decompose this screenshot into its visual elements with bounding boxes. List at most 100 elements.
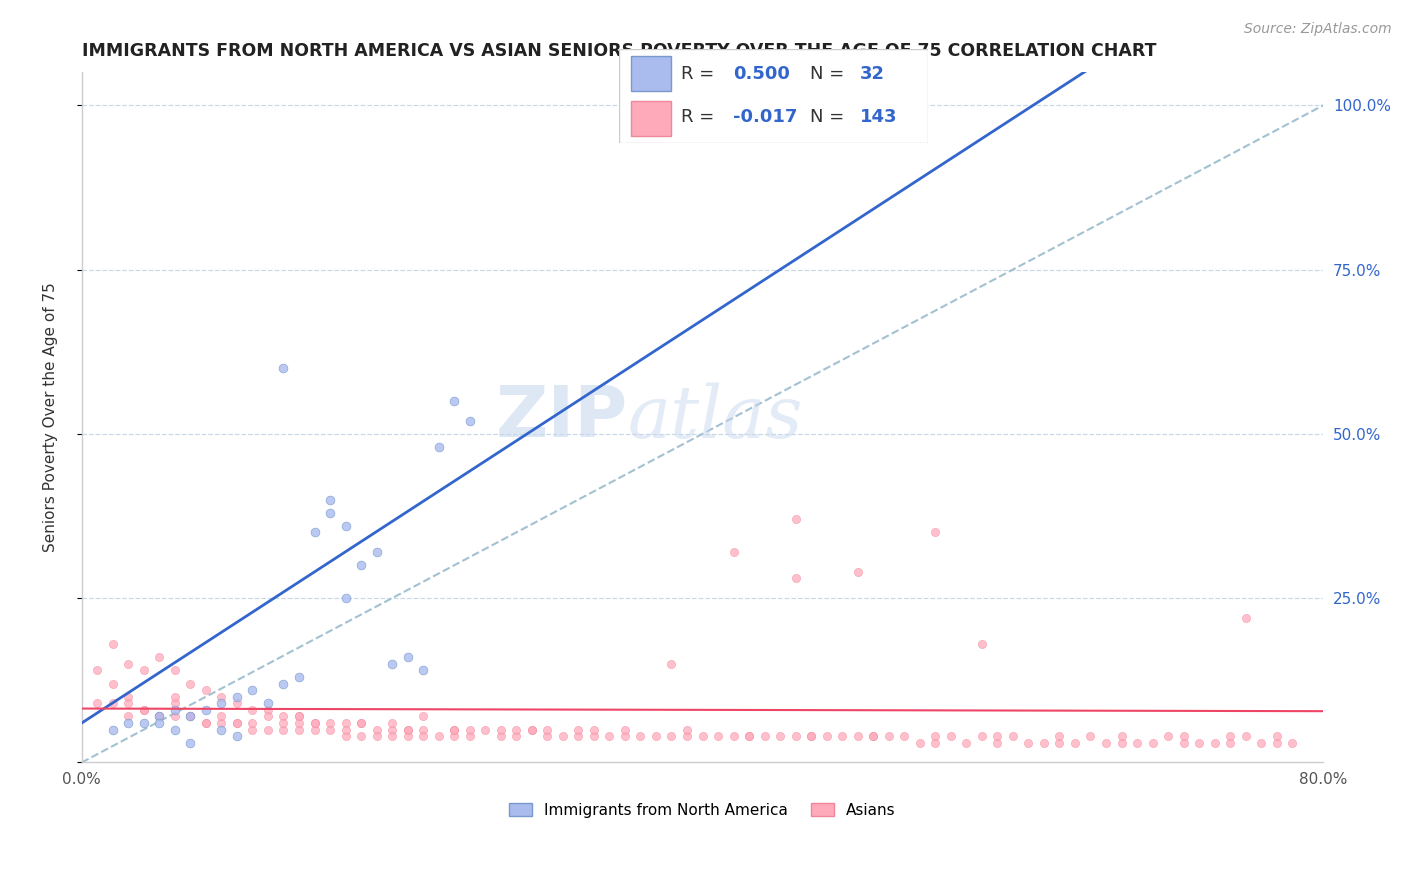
Point — [117, 716, 139, 731]
Point — [815, 729, 838, 743]
Point — [86, 696, 108, 710]
Point — [613, 723, 636, 737]
Text: -0.017: -0.017 — [733, 109, 797, 127]
Point — [257, 696, 280, 710]
Point — [366, 723, 388, 737]
FancyBboxPatch shape — [619, 49, 928, 143]
Point — [148, 709, 170, 723]
Point — [1281, 736, 1303, 750]
Point — [520, 723, 543, 737]
Point — [1017, 736, 1039, 750]
Point — [179, 709, 201, 723]
Point — [769, 729, 792, 743]
Point — [427, 729, 450, 743]
Point — [194, 683, 217, 698]
Point — [117, 696, 139, 710]
Point — [1204, 736, 1226, 750]
Point — [242, 683, 264, 698]
Point — [1265, 729, 1288, 743]
Point — [986, 736, 1008, 750]
Point — [785, 571, 807, 585]
Point — [396, 650, 419, 665]
Point — [412, 729, 434, 743]
Point — [785, 512, 807, 526]
Point — [209, 709, 232, 723]
Point — [242, 716, 264, 731]
Point — [381, 657, 404, 671]
Point — [443, 729, 465, 743]
Point — [427, 440, 450, 454]
Point — [1265, 736, 1288, 750]
Point — [1250, 736, 1272, 750]
Point — [443, 394, 465, 409]
Point — [536, 729, 558, 743]
Point — [412, 709, 434, 723]
Point — [366, 545, 388, 559]
Point — [163, 709, 186, 723]
Point — [273, 709, 295, 723]
Point — [163, 664, 186, 678]
Point — [986, 729, 1008, 743]
Point — [257, 723, 280, 737]
Point — [1049, 736, 1071, 750]
Point — [319, 723, 342, 737]
Point — [567, 729, 589, 743]
Point — [520, 723, 543, 737]
Point — [1126, 736, 1149, 750]
Point — [335, 591, 357, 606]
Point — [226, 729, 249, 743]
Point — [800, 729, 823, 743]
Point — [1157, 729, 1180, 743]
Point — [970, 637, 993, 651]
Point — [288, 670, 311, 684]
Point — [723, 545, 745, 559]
Point — [1032, 736, 1054, 750]
Point — [723, 729, 745, 743]
Text: ZIP: ZIP — [496, 383, 628, 452]
Point — [163, 696, 186, 710]
Point — [939, 729, 962, 743]
Point — [1173, 736, 1195, 750]
Point — [924, 736, 946, 750]
Point — [1049, 729, 1071, 743]
Point — [1234, 611, 1257, 625]
Point — [676, 723, 699, 737]
Point — [1111, 736, 1133, 750]
Point — [101, 637, 124, 651]
Point — [101, 676, 124, 690]
Point — [738, 729, 761, 743]
Point — [661, 657, 683, 671]
Point — [194, 716, 217, 731]
Point — [179, 709, 201, 723]
Point — [288, 723, 311, 737]
Point — [862, 729, 884, 743]
Point — [335, 519, 357, 533]
Point — [335, 716, 357, 731]
Point — [1064, 736, 1087, 750]
Legend: Immigrants from North America, Asians: Immigrants from North America, Asians — [503, 797, 903, 824]
Point — [226, 716, 249, 731]
Point — [209, 690, 232, 704]
Point — [628, 729, 651, 743]
Text: 143: 143 — [860, 109, 897, 127]
Point — [350, 716, 373, 731]
Point — [598, 729, 620, 743]
FancyBboxPatch shape — [631, 55, 671, 91]
Point — [1001, 729, 1024, 743]
Point — [117, 657, 139, 671]
Point — [117, 709, 139, 723]
Point — [381, 723, 404, 737]
Text: N =: N = — [810, 109, 851, 127]
Point — [242, 703, 264, 717]
Point — [443, 723, 465, 737]
Point — [179, 709, 201, 723]
Point — [877, 729, 900, 743]
Point — [209, 696, 232, 710]
Point — [273, 716, 295, 731]
Point — [924, 525, 946, 540]
Text: R =: R = — [681, 65, 720, 83]
Point — [163, 690, 186, 704]
Point — [257, 703, 280, 717]
Point — [319, 506, 342, 520]
Point — [862, 729, 884, 743]
